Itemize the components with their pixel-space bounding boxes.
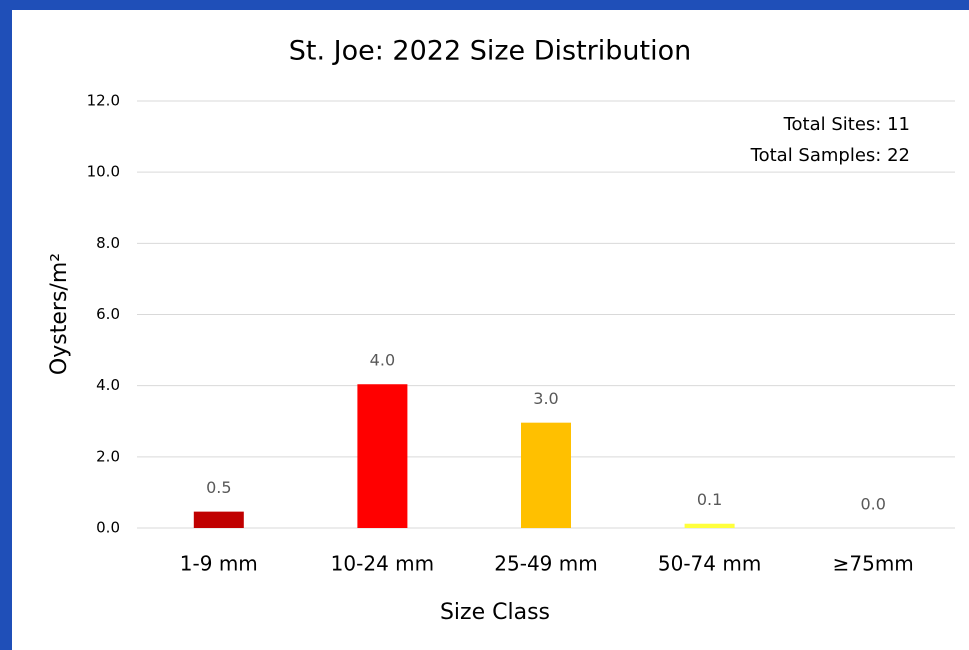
x-tick-label: 50-74 mm [658,552,761,576]
y-tick-label: 12.0 [87,92,120,110]
y-axis-label: Oysters/m² [47,253,72,375]
x-tick-label: 1-9 mm [180,552,258,576]
y-tick-label: 10.0 [87,163,120,181]
bar [193,511,244,528]
bar [684,523,735,528]
x-tick-label: 25-49 mm [494,552,597,576]
x-axis-label: Size Class [440,600,550,625]
y-tick-label: 6.0 [96,305,120,323]
x-tick-label: 10-24 mm [331,552,434,576]
annotation: Total Sites: 11 [783,114,910,135]
x-tick-label: ≥75mm [833,552,914,576]
y-tick-label: 4.0 [96,376,120,394]
y-tick-label: 0.0 [96,519,120,537]
data-label: 0.0 [860,495,885,514]
chart-panel [12,10,969,650]
data-label: 3.0 [533,389,558,408]
annotation: Total Samples: 22 [750,145,910,166]
data-label: 0.5 [206,478,231,497]
y-tick-label: 2.0 [96,447,120,465]
y-tick-label: 8.0 [96,234,120,252]
data-label: 0.1 [697,490,722,509]
bar [521,422,571,528]
chart-title: St. Joe: 2022 Size Distribution [289,36,691,67]
data-label: 4.0 [370,351,395,370]
bar [357,384,408,528]
